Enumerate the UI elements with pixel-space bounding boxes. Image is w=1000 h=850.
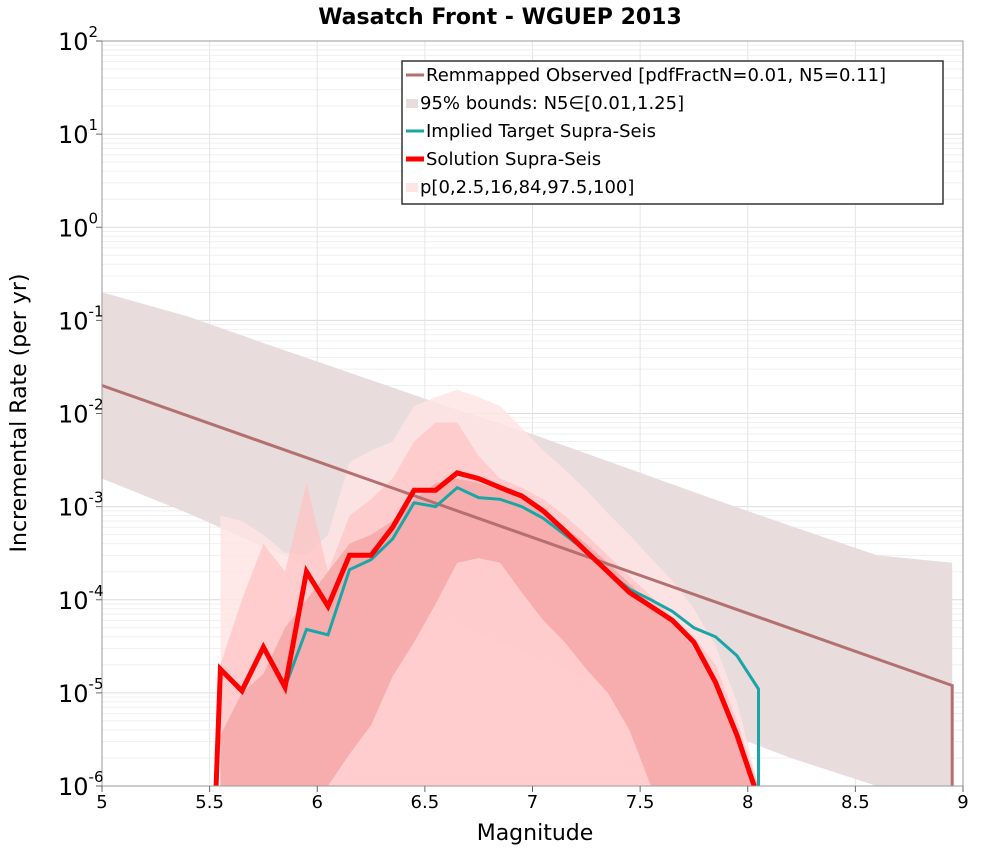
y-tick-label: 101 — [58, 116, 98, 149]
legend-label-target: Implied Target Supra-Seis — [426, 121, 656, 142]
axes: 5 5.5 6 6.5 7 7.5 8 8.5 910-610-510-410-310-210-… — [58, 23, 969, 813]
y-tick-exponent: 1 — [89, 116, 99, 134]
y-tick-label: 10-6 — [58, 768, 104, 801]
y-axis-label: Incremental Rate (per yr) — [7, 274, 32, 553]
legend-label-bounds: 95% bounds: N5∈[0.01,1.25] — [420, 93, 684, 114]
solution-line — [213, 470, 757, 787]
legend: Remmapped Observed [pdfFractN=0.01, N5=0… — [401, 60, 944, 205]
y-tick-exponent: -5 — [89, 675, 104, 693]
y-tick-label: 100 — [58, 209, 98, 242]
x-tick-label: 7.5 — [626, 792, 655, 813]
x-tick-label: 6 — [312, 792, 323, 813]
x-axis-label: Magnitude — [477, 821, 594, 846]
remapped-observed-line — [101, 384, 954, 786]
legend-label-solution: Solution Supra-Seis — [426, 149, 601, 170]
y-tick-exponent: 0 — [89, 209, 99, 227]
x-tick-label: 8 — [742, 792, 753, 813]
legend-label-pct: p[0,2.5,16,84,97.5,100] — [420, 177, 634, 198]
y-tick-exponent: -2 — [89, 396, 104, 414]
chart-title: Wasatch Front - WGUEP 2013 — [318, 5, 682, 30]
legend-label-remapped: Remmapped Observed [pdfFractN=0.01, N5=0… — [426, 65, 886, 86]
x-tick-label: 5 — [96, 792, 107, 813]
y-tick-label: 10-5 — [58, 675, 104, 708]
y-tick-label: 102 — [58, 23, 98, 56]
y-tick-exponent: -6 — [89, 768, 104, 786]
legend-box — [401, 60, 944, 205]
y-tick-label: 10-2 — [58, 396, 104, 429]
x-tick-label: 7 — [527, 792, 538, 813]
legend-swatch-bounds — [406, 99, 418, 108]
x-tick-label: 6.5 — [411, 792, 440, 813]
y-tick-label: 10-4 — [58, 582, 104, 615]
data-lines — [101, 384, 954, 787]
y-tick-label: 10-1 — [58, 302, 104, 335]
implied-target-line — [219, 485, 760, 786]
legend-swatch-percentiles — [406, 183, 418, 192]
x-tick-label: 9 — [957, 792, 968, 813]
y-tick-exponent: -3 — [89, 489, 104, 507]
y-tick-exponent: -1 — [89, 302, 104, 320]
y-tick-exponent: 2 — [89, 23, 99, 41]
y-tick-exponent: -4 — [89, 582, 104, 600]
y-tick-label: 10-3 — [58, 489, 104, 522]
x-tick-label: 8.5 — [841, 792, 870, 813]
x-tick-label: 5.5 — [195, 792, 224, 813]
